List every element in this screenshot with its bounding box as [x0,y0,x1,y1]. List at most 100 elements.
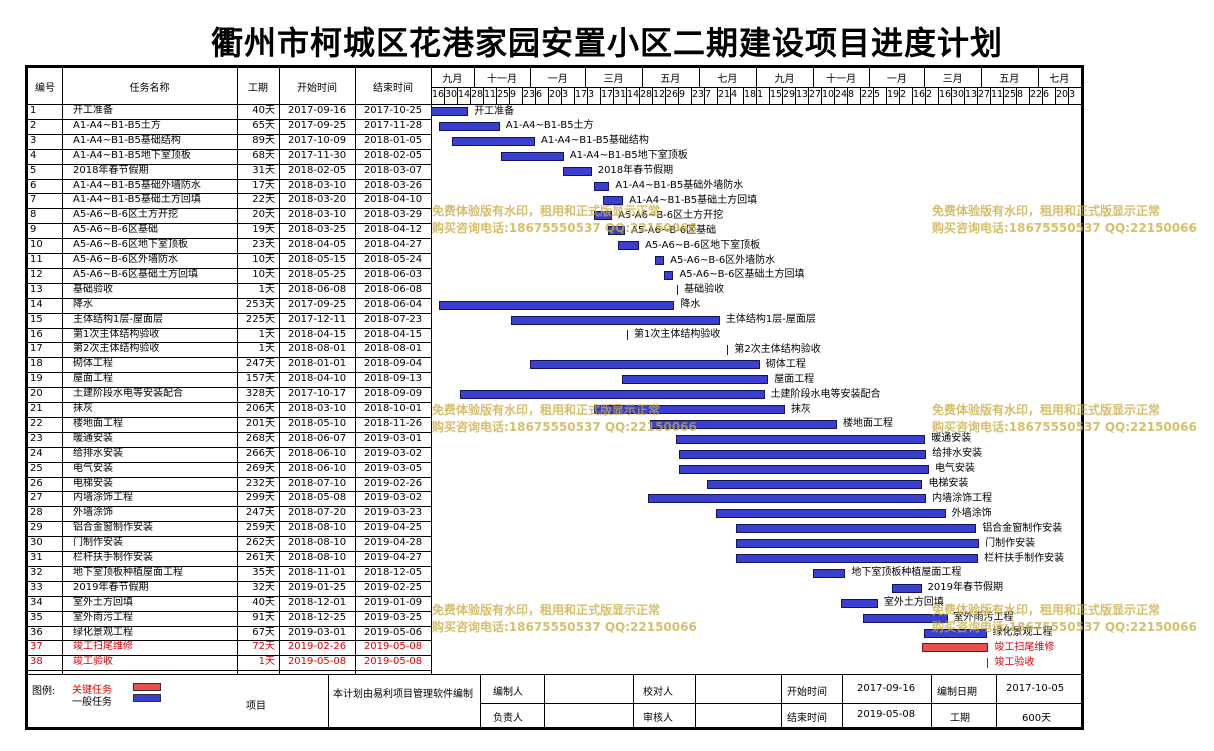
gantt-bar-label: A5-A6~B-6区地下室顶板 [645,239,761,251]
grid-line [28,402,431,403]
timescale-day: 3 [588,89,595,100]
grid-line [1042,87,1043,104]
gantt-milestone [677,285,679,296]
task-name: 门制作安装 [73,537,123,549]
task-end: 2019-04-27 [363,552,423,563]
task-duration: 91天 [252,611,275,623]
grid-line [28,357,431,359]
grid-line [756,87,757,104]
timescale-day: 13 [965,89,978,100]
task-name: 铝合金窗制作安装 [73,522,153,534]
task-start: 2019-01-25 [287,581,347,593]
task-name: 第2次主体结构验收 [73,343,160,355]
task-duration: 157天 [245,373,275,385]
gantt-milestone [987,657,989,668]
grid-line [980,68,982,87]
end-label: 结束时间 [787,713,827,724]
timescale-day: 29 [783,89,796,100]
gantt-bar-label: A5-A6~B-6区土方开挖 [618,209,724,221]
col-header-id: 编号 [35,82,55,94]
grid-line [28,238,431,240]
grid-line [28,282,431,284]
task-start: 2018-06-10 [287,462,347,474]
grid-line [28,476,431,478]
task-id: 7 [30,194,37,206]
task-start: 2018-08-10 [287,552,347,563]
task-end: 2018-09-09 [363,388,423,400]
task-end: 2018-04-12 [363,224,423,236]
gantt-bar-label: 门制作安装 [985,537,1036,549]
grid-line [530,68,532,87]
task-duration: 201天 [245,417,275,429]
task-duration: 40天 [252,105,275,116]
timescale-day: 30 [445,89,458,100]
gantt-bar [622,375,769,385]
legend-normal-label: 一般任务 [72,697,112,708]
timescale-day: 7 [705,89,712,100]
timescale-day: 28 [640,89,653,100]
grid-line [28,193,431,195]
grid-line [28,297,431,299]
task-start: 2018-03-20 [287,194,347,206]
timescale-day: 5 [874,89,881,100]
grid-line [931,674,932,727]
task-start: 2018-08-10 [287,522,347,534]
gantt-bar-label: 绿化景观工程 [992,627,1053,638]
timescale-day: 3 [1069,89,1076,100]
grid-line [28,253,431,254]
timescale-day: 4 [731,89,738,100]
task-duration: 40天 [252,596,275,608]
grid-line [522,87,523,104]
gantt-bar-label: 开工准备 [474,105,515,117]
gantt-bar [812,568,846,578]
gantt-bar [735,524,977,534]
grid-line [28,312,431,314]
gantt-bar-label: 暖通安装 [931,433,972,445]
grid-line [237,68,238,674]
gantt-bar [735,539,980,549]
grid-line [996,674,997,727]
gantt-bar-label: 第2次主体结构验收 [734,343,821,355]
gantt-bar-label: 屋面工程 [774,373,815,385]
gantt-bar [452,136,536,146]
col-header-name: 任务名称 [129,82,170,94]
task-name: A5-A6~B-6区地下室顶板 [73,239,189,251]
task-start: 2017-09-16 [287,105,347,116]
grid-line [938,87,939,104]
task-id: 4 [30,149,37,161]
task-id: 16 [30,328,43,340]
grid-line [444,87,445,104]
grid-line [613,87,614,104]
legend-critical-label: 关键任务 [72,685,112,696]
task-end: 2018-10-01 [363,403,423,414]
task-id: 24 [30,447,43,459]
task-name: 绿化景观工程 [73,626,133,638]
task-start: 2018-08-01 [287,343,347,355]
grid-line [28,674,1081,675]
duration-value: 600天 [1022,713,1052,724]
task-duration: 17天 [252,179,275,191]
timescale-day: 23 [692,89,705,100]
task-id: 29 [30,522,43,534]
gantt-bar-label: 第1次主体结构验收 [634,329,721,340]
grid-line [730,87,731,104]
gantt-bar [439,121,500,131]
gantt-bar [648,494,927,504]
grid-line [808,87,809,104]
grid-line [28,267,431,269]
gantt-frame [25,65,1084,730]
start-value: 2017-09-16 [857,683,916,694]
gantt-bar-label: 抹灰 [790,403,811,415]
gantt-bar [654,256,665,265]
task-end: 2018-05-24 [363,254,423,265]
gantt-bar [716,509,946,519]
grid-line [639,87,640,104]
timescale-month: 三月 [942,74,963,85]
task-id: 20 [30,388,43,400]
timescale-month: 五月 [660,74,681,85]
timescale-day: 25 [1004,89,1017,100]
gantt-bar-label: 砌体工程 [765,358,806,370]
timescale-day: 8 [1017,89,1024,100]
timescale-day: 14 [458,89,471,100]
task-id: 3 [30,134,37,146]
